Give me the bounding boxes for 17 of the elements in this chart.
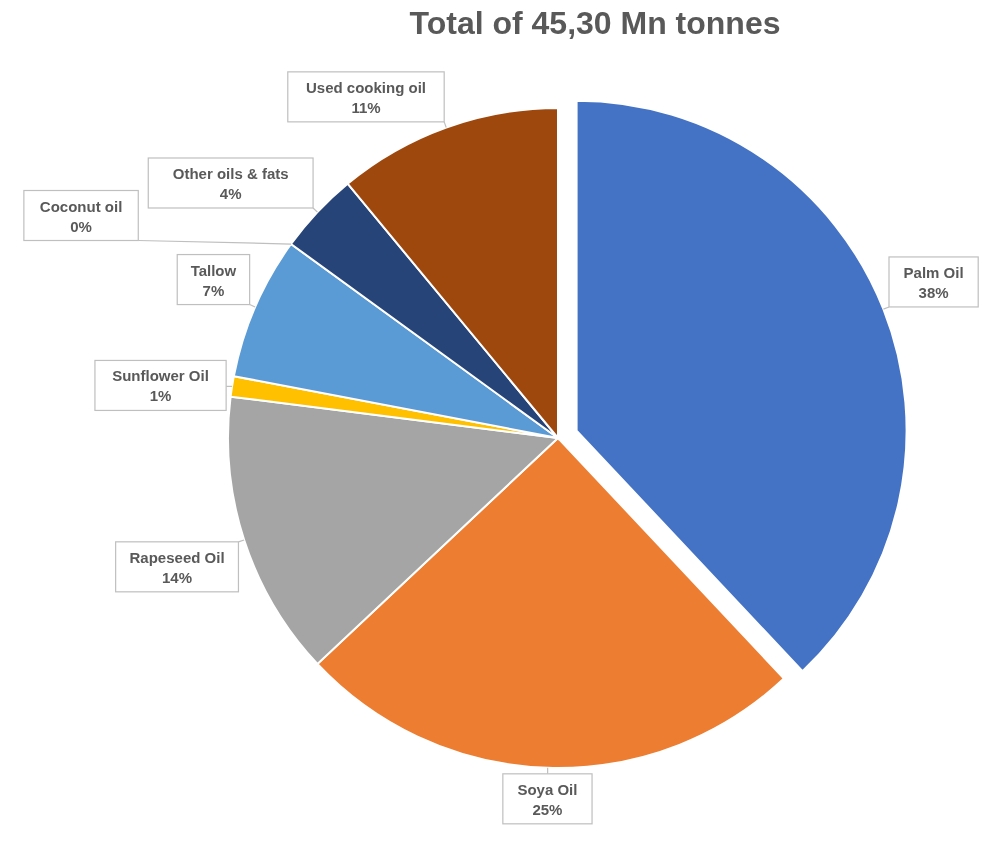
data-label: 25%: [532, 800, 563, 818]
text: 0%: [70, 217, 92, 235]
chart-title: Total of 45,30 Mn tonnes: [408, 4, 782, 42]
data-label: 11%: [351, 98, 381, 116]
slice-label: Palm Oil: [903, 263, 964, 281]
slice-label: Tallow: [190, 261, 237, 279]
slice-label: Sunflower Oil: [112, 367, 209, 385]
data-label: 14%: [162, 568, 193, 586]
slice-label: Rapeseed Oil: [129, 548, 225, 566]
slice-label: Used cooking oil: [305, 78, 426, 96]
slice-label: Soya Oil: [517, 780, 578, 798]
category-label: Coconut oil: [39, 197, 123, 215]
data-label: 7%: [202, 281, 225, 299]
data-label: 38%: [918, 283, 949, 301]
data-label: 1%: [149, 387, 172, 405]
data-label: 4%: [219, 184, 242, 202]
slice-label: Other oils & fats: [172, 164, 289, 182]
